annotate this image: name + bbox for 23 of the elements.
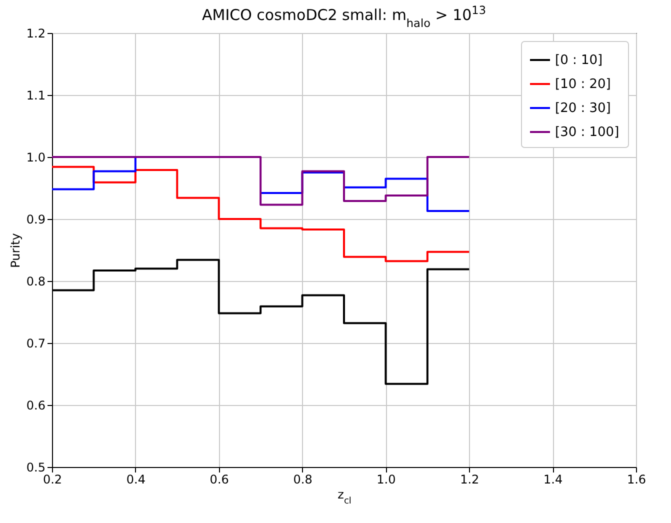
x-tick-label: 0.4 [126, 472, 146, 486]
x-tick-label: 1.2 [460, 472, 480, 486]
legend-label: [0 : 10] [555, 53, 603, 68]
chart-title: AMICO cosmoDC2 small: m$_{halo}$ > 10$^{13}$ [202, 4, 486, 30]
x-tick-label: 0.8 [293, 472, 312, 486]
y-tick-label: 1.1 [26, 88, 46, 102]
legend-label: [10 : 20] [555, 77, 611, 92]
legend-label: [30 : 100] [555, 125, 620, 140]
x-axis-title: z$_{cl}$ [338, 488, 352, 506]
y-tick-label: 0.8 [26, 274, 46, 288]
y-tick-label: 0.5 [26, 460, 46, 474]
x-tick-label: 1.0 [376, 472, 396, 486]
x-tick-label: 1.6 [626, 472, 646, 486]
x-tick-label: 1.4 [544, 472, 563, 486]
y-axis-title: Purity [8, 233, 22, 268]
y-tick-label: 0.6 [26, 398, 46, 412]
y-tick-label: 1.2 [26, 26, 46, 40]
y-tick-label: 0.9 [26, 212, 46, 226]
x-tick-label: 0.6 [210, 472, 229, 486]
x-tick-label: 0.2 [42, 472, 62, 486]
y-tick-label: 1.0 [26, 150, 46, 164]
legend-label: [20 : 30] [555, 101, 611, 116]
y-tick-label: 0.7 [26, 336, 46, 350]
